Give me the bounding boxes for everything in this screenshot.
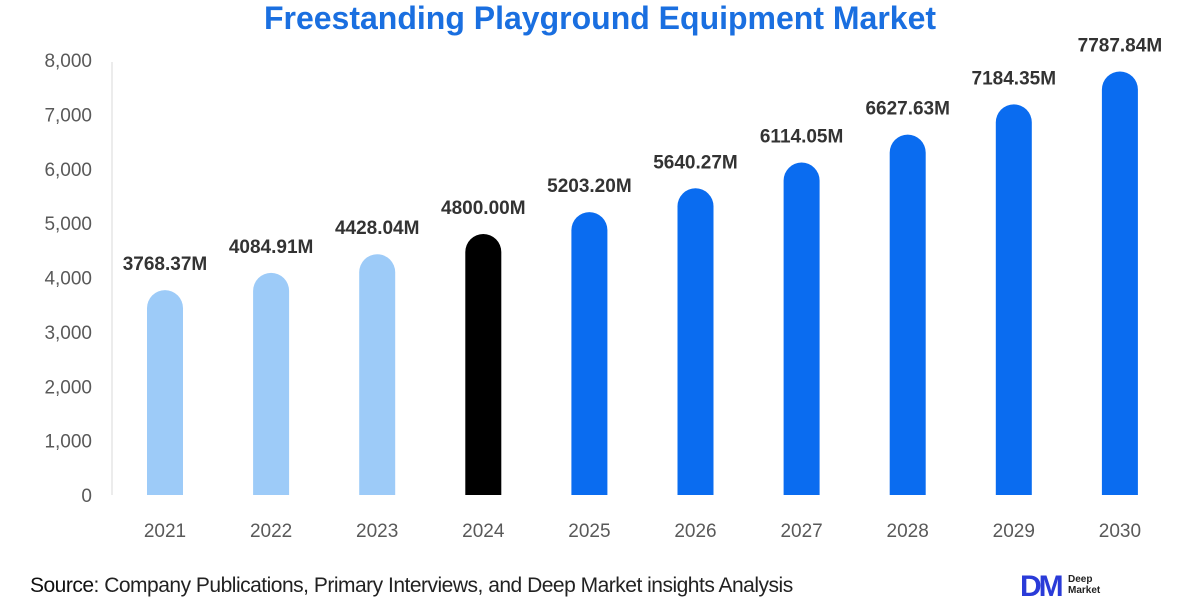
y-tick-label: 4,000 [44, 269, 92, 290]
x-tick-label: 2025 [568, 521, 610, 542]
x-tick-label: 2021 [144, 521, 186, 542]
bar-chart: 0 1,000 2,000 3,000 4,000 5,000 6,000 7,000 8,00… [44, 36, 1163, 542]
chart-title: Freestanding Playground Equipment Market [263, 0, 937, 36]
bar-2021 [147, 290, 183, 495]
bar-2025 [571, 212, 608, 496]
data-label: 4428.04M [335, 218, 420, 239]
source-label: Source [30, 574, 94, 597]
y-tick-label: 3,000 [44, 323, 92, 344]
x-tick-label: 2026 [674, 521, 716, 542]
bar-2028 [889, 134, 926, 495]
y-tick-label: 5,000 [44, 214, 92, 235]
y-tick-label: 6,000 [44, 160, 92, 181]
source-text: : Company Publications, Primary Intervie… [93, 574, 794, 597]
bar-2023 [359, 254, 396, 495]
y-tick-label: 0 [81, 486, 92, 507]
source-note: Source: Company Publications, Primary In… [30, 574, 793, 598]
x-tick-label: 2028 [887, 521, 929, 542]
x-tick-label: 2023 [356, 521, 398, 542]
y-tick-label: 1,000 [44, 432, 92, 453]
data-label: 4800.00M [441, 198, 526, 219]
x-tick-label: 2024 [462, 521, 505, 542]
logo-text: Deep Market [1068, 574, 1101, 596]
y-tick-label: 7,000 [44, 105, 92, 126]
bar-2029 [995, 104, 1032, 495]
data-label: 6627.63M [865, 99, 950, 120]
bar-2027 [783, 162, 820, 496]
y-tick-label: 2,000 [44, 377, 92, 398]
logo-mark: DM [1020, 570, 1064, 603]
data-label: 5203.20M [547, 176, 632, 197]
data-label: 7787.84M [1078, 36, 1163, 57]
x-tick-label: 2022 [250, 521, 292, 542]
data-label: 3768.37M [123, 254, 208, 275]
bar-2030 [1101, 71, 1138, 496]
x-tick-label: 2029 [993, 521, 1035, 542]
data-label: 5640.27M [653, 152, 738, 173]
x-tick-label: 2030 [1099, 521, 1141, 542]
data-label: 6114.05M [760, 127, 843, 148]
data-label: 4084.91M [229, 237, 314, 258]
bar-2024 [465, 234, 502, 495]
data-label: 7184.35M [972, 68, 1057, 89]
y-tick-label: 8,000 [44, 51, 92, 72]
x-tick-label: 2027 [780, 521, 822, 542]
bar-2022 [253, 272, 290, 495]
bar-2026 [677, 188, 714, 496]
deep-market-logo: DM Deep Market [1020, 570, 1190, 603]
